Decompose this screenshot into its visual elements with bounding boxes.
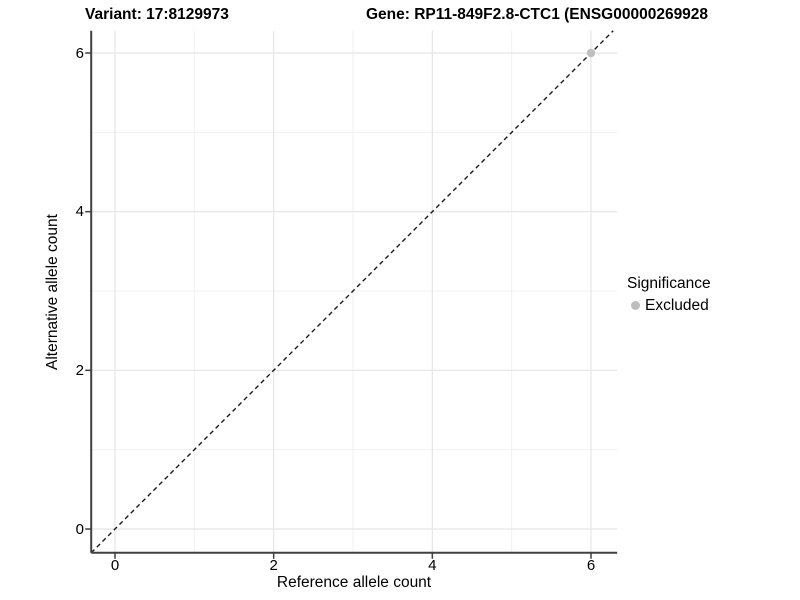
legend-title: Significance [627, 275, 711, 292]
y-tick-label: 0 [75, 520, 84, 538]
x-axis-label: Reference allele count [276, 574, 432, 591]
y-tick-label: 6 [75, 44, 84, 62]
y-tick-label: 2 [75, 361, 84, 379]
x-tick-label: 0 [110, 557, 120, 574]
x-tick-label: 2 [269, 557, 278, 574]
legend-item-label: Excluded [645, 297, 709, 314]
data-point-excluded [586, 48, 596, 58]
plot-title-gene: Gene: RP11-849F2.8-CTC1 (ENSG00000269928 [366, 6, 709, 23]
y-tick-label: 4 [75, 203, 84, 221]
legend: Significance Excluded [627, 274, 711, 315]
identity-dashed-line [90, 30, 614, 554]
x-tick-label: 6 [586, 557, 596, 574]
x-tick-label: 4 [428, 557, 437, 574]
y-axis-label: Alternative allele count [44, 214, 61, 370]
legend-point-icon [631, 301, 640, 310]
plot-title-variant: Variant: 17:8129973 [85, 6, 229, 23]
legend-item-excluded: Excluded [627, 296, 711, 315]
